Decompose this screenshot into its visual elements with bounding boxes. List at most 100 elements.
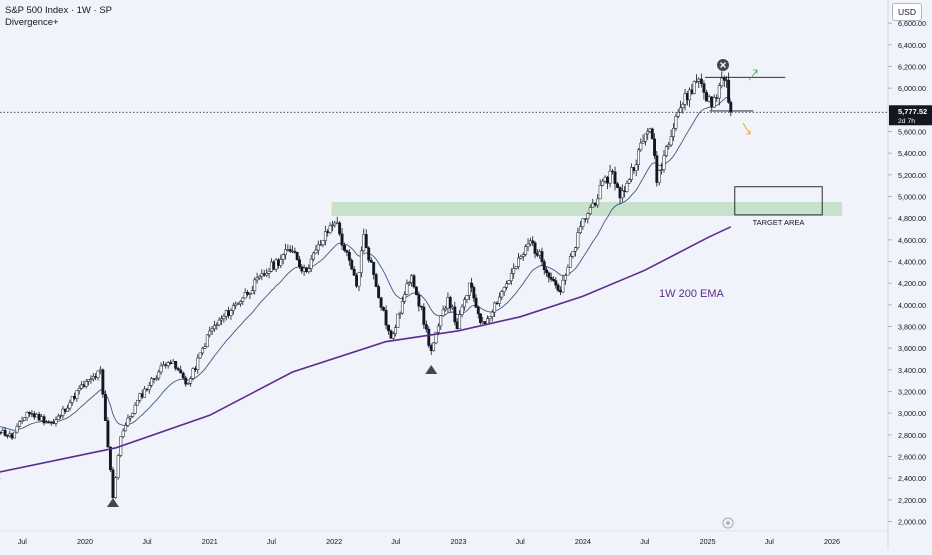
candle (727, 79, 731, 103)
candle (295, 252, 299, 260)
candle (215, 324, 219, 326)
candle (620, 190, 624, 199)
price-axis[interactable] (888, 0, 932, 550)
candle (667, 144, 671, 147)
candle (578, 226, 582, 233)
candle (588, 207, 592, 214)
x-tick-label: 2022 (326, 537, 342, 546)
candle (419, 305, 423, 308)
currency-button[interactable]: USD (892, 3, 922, 21)
candle (606, 176, 610, 184)
y-tick-label: 4,800.00 (898, 214, 926, 223)
candle (246, 292, 250, 295)
y-tick-label: 3,600.00 (898, 344, 926, 353)
candle (455, 321, 459, 330)
candle (198, 352, 202, 359)
candle (632, 167, 636, 171)
candle (441, 309, 445, 317)
candle (30, 413, 34, 415)
candle (98, 369, 102, 372)
candle (84, 381, 88, 387)
candle (563, 274, 567, 281)
candle (657, 170, 661, 183)
candle (476, 307, 480, 315)
candle (291, 250, 294, 253)
candle (87, 379, 91, 382)
candle (688, 89, 692, 101)
candles (0, 71, 733, 499)
candle (676, 112, 680, 117)
candle (495, 302, 499, 305)
candle (601, 180, 605, 186)
indicator-label[interactable]: Divergence+ (5, 17, 59, 28)
triangle-marker (106, 498, 119, 507)
candle (396, 313, 400, 328)
candle (538, 251, 542, 256)
candle (384, 310, 388, 326)
candle (333, 222, 337, 226)
candle (193, 368, 197, 370)
candle (692, 81, 696, 94)
candle (367, 247, 371, 261)
candle (212, 325, 216, 330)
candle (23, 417, 27, 421)
candle (269, 261, 273, 272)
candle (238, 301, 242, 305)
candle (157, 371, 161, 379)
y-tick-label: 5,200.00 (898, 171, 926, 180)
candle (248, 293, 252, 295)
candle (77, 388, 81, 391)
candle (558, 290, 562, 293)
candle (655, 155, 659, 183)
candle (524, 246, 528, 255)
candle (672, 128, 675, 137)
candle (576, 232, 580, 248)
ema-short-line (0, 96, 732, 431)
candle (103, 394, 107, 421)
candle (722, 77, 726, 81)
y-tick-label: 4,400.00 (898, 258, 926, 267)
candle (305, 267, 308, 272)
candle (547, 272, 551, 278)
x-tick-label: 2023 (451, 537, 467, 546)
candle (561, 279, 565, 293)
candle (150, 378, 154, 386)
candle (377, 286, 381, 298)
candle (40, 416, 44, 421)
y-tick-label: 4,000.00 (898, 301, 926, 310)
candle (352, 268, 356, 276)
candle (662, 155, 666, 170)
candle (699, 78, 703, 84)
candle (28, 412, 31, 414)
candle (410, 275, 413, 283)
candle (307, 268, 311, 272)
candle (111, 469, 115, 499)
candle (262, 273, 266, 276)
candle (140, 393, 144, 398)
candle (234, 303, 238, 306)
candle (472, 287, 476, 299)
chart-title: S&P 500 Index · 1W · SP (5, 5, 113, 16)
x-tick-label: Jul (267, 537, 277, 546)
candle (417, 294, 421, 307)
candle (25, 412, 29, 418)
last-price-countdown: 2d 7h (898, 118, 915, 125)
candle (521, 254, 525, 257)
candle (161, 364, 165, 367)
y-tick-label: 6,200.00 (898, 63, 926, 72)
candle (20, 420, 24, 422)
settings-gear-icon[interactable] (722, 517, 734, 529)
candle (729, 102, 733, 113)
target-area-box[interactable] (734, 186, 823, 216)
y-tick-label: 2,400.00 (898, 474, 926, 483)
y-tick-label: 6,400.00 (898, 41, 926, 50)
candle (101, 369, 105, 395)
candle (116, 455, 120, 478)
candle (490, 311, 494, 317)
candle (566, 267, 570, 276)
candle (526, 243, 530, 247)
candle (439, 315, 443, 327)
candle (231, 305, 235, 311)
